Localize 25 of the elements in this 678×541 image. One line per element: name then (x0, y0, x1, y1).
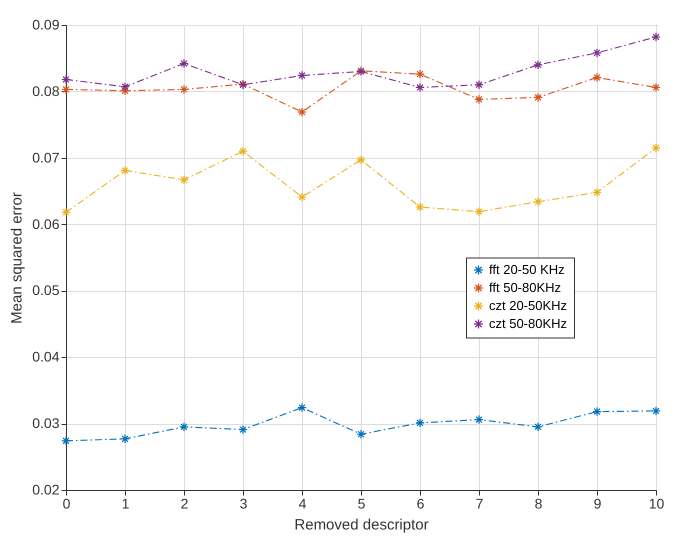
y-tick-label: 0.09 (32, 16, 60, 32)
x-tick-label: 8 (534, 496, 543, 512)
y-tick-label: 0.08 (32, 82, 60, 99)
x-tick-label: 6 (416, 496, 425, 512)
x-tick-label: 9 (594, 496, 602, 512)
y-tick-label: 0.04 (32, 348, 60, 365)
legend-label: czt 20-50KHz (489, 298, 568, 313)
legend-label: fft 20-50 KHz (489, 262, 565, 277)
y-tick-label: 0.07 (32, 149, 60, 166)
y-tick-label: 0.06 (32, 216, 60, 232)
y-tick-label: 0.02 (32, 482, 60, 498)
y-axis-title: Mean squared error (8, 192, 26, 324)
x-tick-label: 1 (122, 496, 130, 512)
legend-label: czt 50-80KHz (489, 316, 568, 331)
x-axis-title: Removed descriptor (294, 516, 429, 534)
x-tick-label: 4 (298, 496, 307, 512)
x-tick-label: 3 (240, 496, 248, 512)
legend-label: fft 50-80KHz (489, 280, 562, 295)
x-tick-label: 10 (648, 496, 664, 512)
x-tick-label: 5 (358, 496, 366, 512)
y-tick-label: 0.05 (32, 282, 60, 298)
y-tick-label: 0.03 (32, 415, 60, 432)
x-tick-label: 2 (180, 496, 189, 512)
x-tick-label: 0 (62, 496, 71, 512)
x-tick-label: 7 (476, 496, 484, 512)
